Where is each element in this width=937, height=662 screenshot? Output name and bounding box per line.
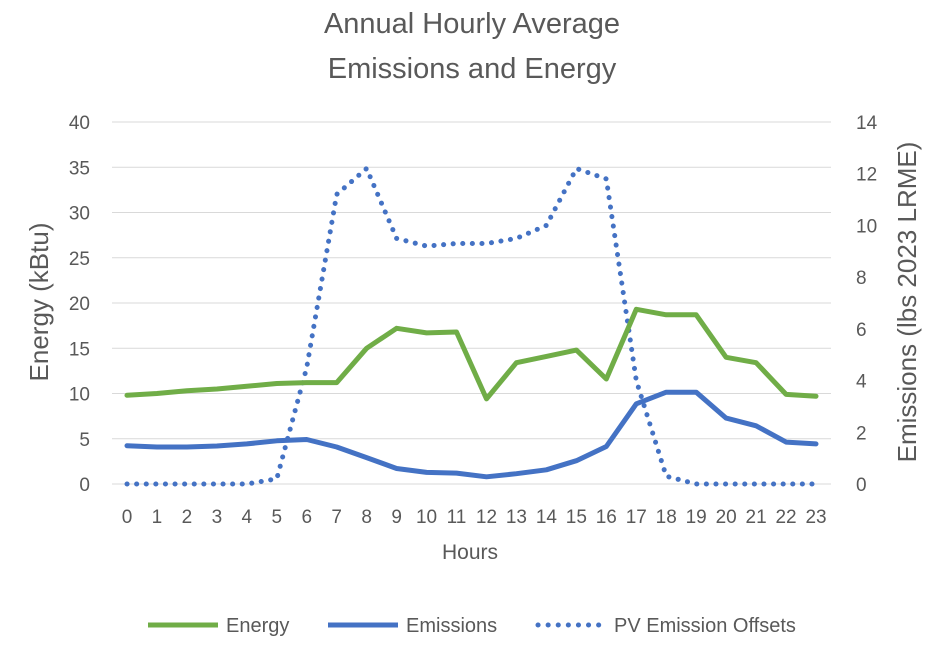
x-tick-label: 18 — [656, 507, 677, 528]
left-axis-title: Energy (kBtu) — [24, 223, 54, 382]
x-tick-label: 22 — [775, 507, 796, 528]
x-tick-label: 17 — [626, 507, 647, 528]
x-tick-label: 4 — [242, 507, 253, 528]
series-energy-line — [124, 306, 819, 402]
x-tick-label: 2 — [182, 507, 193, 528]
gridlines — [112, 121, 831, 485]
left-tick-label: 10 — [69, 385, 90, 406]
x-axis-ticks: 0 1 2 3 4 5 6 7 8 9 10 11 12 13 14 15 16 17 18 19 20 21 22 23 — [122, 507, 827, 528]
chart-title-line-2: Emissions and Energy — [328, 53, 617, 85]
x-tick-label: 9 — [391, 507, 402, 528]
x-tick-label: 7 — [331, 507, 342, 528]
right-tick-label: 10 — [856, 216, 877, 237]
x-tick-label: 3 — [212, 507, 223, 528]
x-tick-label: 6 — [301, 507, 312, 528]
x-tick-label: 13 — [506, 507, 527, 528]
x-tick-label: 1 — [152, 507, 163, 528]
left-tick-label: 20 — [69, 294, 90, 315]
right-axis-title: Emissions (lbs 2023 LRME) — [892, 142, 922, 463]
x-tick-label: 21 — [746, 507, 767, 528]
x-tick-label: 20 — [716, 507, 737, 528]
left-tick-label: 35 — [69, 158, 90, 179]
right-tick-label: 2 — [856, 423, 867, 444]
x-tick-label: 15 — [566, 507, 587, 528]
series-pv-emission-offsets-line — [124, 166, 819, 487]
left-tick-label: 15 — [69, 339, 90, 360]
left-tick-label: 30 — [69, 204, 90, 225]
right-tick-label: 14 — [856, 113, 878, 134]
legend-item-pv-emission-offsets[interactable]: PV Emission Offsets — [535, 615, 796, 637]
legend-label-pv-emission-offsets: PV Emission Offsets — [614, 615, 796, 637]
right-axis-ticks: 0 2 4 6 8 10 12 14 — [856, 113, 878, 496]
legend-label-emissions: Emissions — [406, 615, 497, 637]
left-tick-label: 5 — [79, 430, 90, 451]
right-tick-label: 4 — [856, 372, 867, 393]
legend-label-energy: Energy — [226, 615, 289, 637]
series-emissions-line — [124, 389, 819, 480]
left-tick-label: 25 — [69, 249, 90, 270]
left-axis-ticks: 0 5 10 15 20 25 30 35 40 — [69, 113, 90, 496]
left-tick-label: 0 — [79, 475, 90, 496]
x-tick-label: 14 — [536, 507, 558, 528]
x-tick-label: 5 — [271, 507, 282, 528]
series-lines — [124, 166, 819, 487]
legend-item-emissions[interactable]: Emissions — [328, 615, 497, 637]
right-tick-label: 6 — [856, 320, 867, 341]
x-axis-title: Hours — [442, 541, 498, 564]
legend: Energy Emissions PV Emission Offsets — [148, 615, 796, 637]
right-tick-label: 8 — [856, 268, 867, 289]
legend-item-energy[interactable]: Energy — [148, 615, 289, 637]
left-tick-label: 40 — [69, 113, 90, 134]
x-tick-label: 19 — [686, 507, 707, 528]
x-tick-label: 16 — [596, 507, 617, 528]
chart-title-line-1: Annual Hourly Average — [324, 8, 620, 40]
x-tick-label: 10 — [416, 507, 437, 528]
x-tick-label: 23 — [805, 507, 826, 528]
x-tick-label: 11 — [447, 507, 467, 528]
x-tick-label: 8 — [361, 507, 372, 528]
chart-title: Annual Hourly Average Emissions and Ener… — [324, 8, 620, 85]
right-tick-label: 0 — [856, 475, 867, 496]
x-tick-label: 0 — [122, 507, 133, 528]
x-tick-label: 12 — [476, 507, 497, 528]
right-tick-label: 12 — [856, 165, 877, 186]
